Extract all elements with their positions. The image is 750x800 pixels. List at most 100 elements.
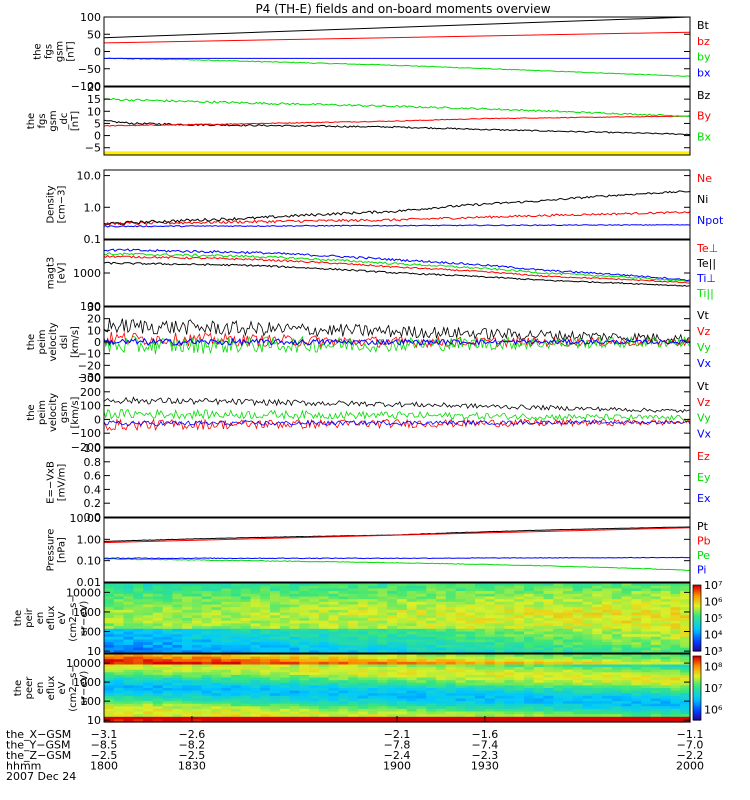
heatmap-cell (279, 685, 291, 689)
heatmap-cell (367, 588, 379, 592)
heatmap-cell (602, 661, 613, 665)
heatmap-cell (123, 672, 134, 676)
heatmap-cell (201, 612, 213, 616)
heatmap-cell (504, 698, 515, 702)
heatmap-cell (650, 642, 662, 646)
heatmap-cell (426, 636, 437, 641)
heatmap-cell (309, 714, 320, 718)
heatmap-cell (582, 719, 593, 723)
heatmap-cell (621, 672, 632, 676)
heatmap-cell (475, 647, 486, 651)
heatmap-cell (309, 601, 320, 606)
heatmap-cell (270, 620, 281, 624)
heatmap-cell (162, 688, 173, 692)
heatmap-cell (611, 588, 623, 592)
heatmap-cell (143, 690, 154, 694)
heatmap-cell (240, 682, 252, 686)
heatmap-cell (143, 706, 154, 710)
heatmap-cell (602, 688, 613, 692)
heatmap-cell (533, 656, 545, 660)
heatmap-cell (582, 669, 593, 673)
heatmap-cell (484, 667, 496, 671)
heatmap-cell (182, 623, 193, 627)
heatmap-cell (582, 677, 593, 681)
heatmap-cell (191, 682, 203, 686)
heatmap-cell (602, 585, 613, 589)
heatmap-cell (397, 703, 408, 707)
heatmap-cell (602, 674, 613, 679)
heatmap-cell (231, 674, 242, 679)
heatmap-cell (357, 667, 369, 671)
heatmap-cell (279, 612, 291, 616)
heatmap-cell (426, 620, 437, 624)
heatmap-cell (660, 714, 672, 718)
heatmap-cell (357, 612, 369, 616)
heatmap-cell (680, 626, 691, 630)
heatmap-cell (240, 593, 252, 598)
heatmap-cell (602, 664, 613, 668)
y-axis-label: the fgs gsm _dc [nT] (26, 110, 81, 131)
heatmap-cell (143, 669, 154, 673)
heatmap-cell (494, 669, 506, 673)
heatmap-cell (514, 698, 525, 702)
heatmap-cell (191, 612, 203, 616)
heatmap-cell (592, 601, 603, 606)
heatmap-cell (289, 664, 300, 668)
heatmap-cell (650, 690, 662, 694)
heatmap-cell (231, 634, 242, 638)
heatmap-cell (602, 703, 613, 707)
heatmap-cell (650, 634, 662, 638)
heatmap-cell (631, 680, 642, 684)
heatmap-cell (387, 591, 398, 595)
heatmap-cell (641, 703, 652, 707)
heatmap-cell (426, 711, 437, 715)
heatmap-cell (543, 634, 554, 638)
heatmap-cell (621, 644, 632, 649)
heatmap-cell (602, 593, 613, 598)
heatmap-cell (436, 711, 447, 715)
heatmap-cell (318, 634, 330, 638)
heatmap-cell (318, 615, 330, 619)
heatmap-cell (240, 661, 252, 665)
heatmap-cell (592, 644, 603, 649)
heatmap-cell (104, 701, 115, 705)
heatmap-cell (514, 656, 525, 660)
heatmap-cell (514, 685, 525, 689)
heatmap-cell (397, 647, 408, 651)
heatmap-cell (406, 693, 418, 697)
heatmap-cell (182, 644, 193, 649)
heatmap-cell (416, 672, 427, 676)
heatmap-cell (465, 596, 476, 600)
heatmap-cell (514, 701, 525, 705)
heatmap-cell (436, 628, 447, 633)
heatmap-cell (426, 667, 437, 671)
heatmap-cell (270, 609, 281, 614)
heatmap-cell (182, 650, 193, 654)
heatmap-cell (524, 634, 535, 638)
colorbar-segment (693, 620, 701, 623)
heatmap-cell (240, 591, 252, 595)
heatmap-cell (201, 631, 213, 635)
heatmap-cell (279, 703, 291, 707)
series-line (104, 248, 690, 282)
heatmap-cell (299, 714, 310, 718)
heatmap-cell (231, 631, 242, 635)
heatmap-cell (143, 664, 154, 668)
heatmap-cell (484, 656, 496, 660)
heatmap-cell (524, 703, 535, 707)
heatmap-cell (289, 677, 300, 681)
heatmap-cell (436, 585, 447, 589)
heatmap-cell (582, 620, 593, 624)
heatmap-cell (318, 656, 330, 660)
heatmap-cell (670, 593, 681, 598)
heatmap-cell (621, 716, 632, 720)
heatmap-cell (211, 599, 222, 603)
heatmap-cell (504, 711, 515, 715)
heatmap-cell (484, 690, 496, 694)
colorbar-segment (693, 670, 701, 674)
heatmap-cell (641, 604, 652, 608)
heatmap-cell (143, 695, 154, 699)
heatmap-cell (406, 620, 418, 624)
legend-entry: Vt (697, 380, 710, 393)
